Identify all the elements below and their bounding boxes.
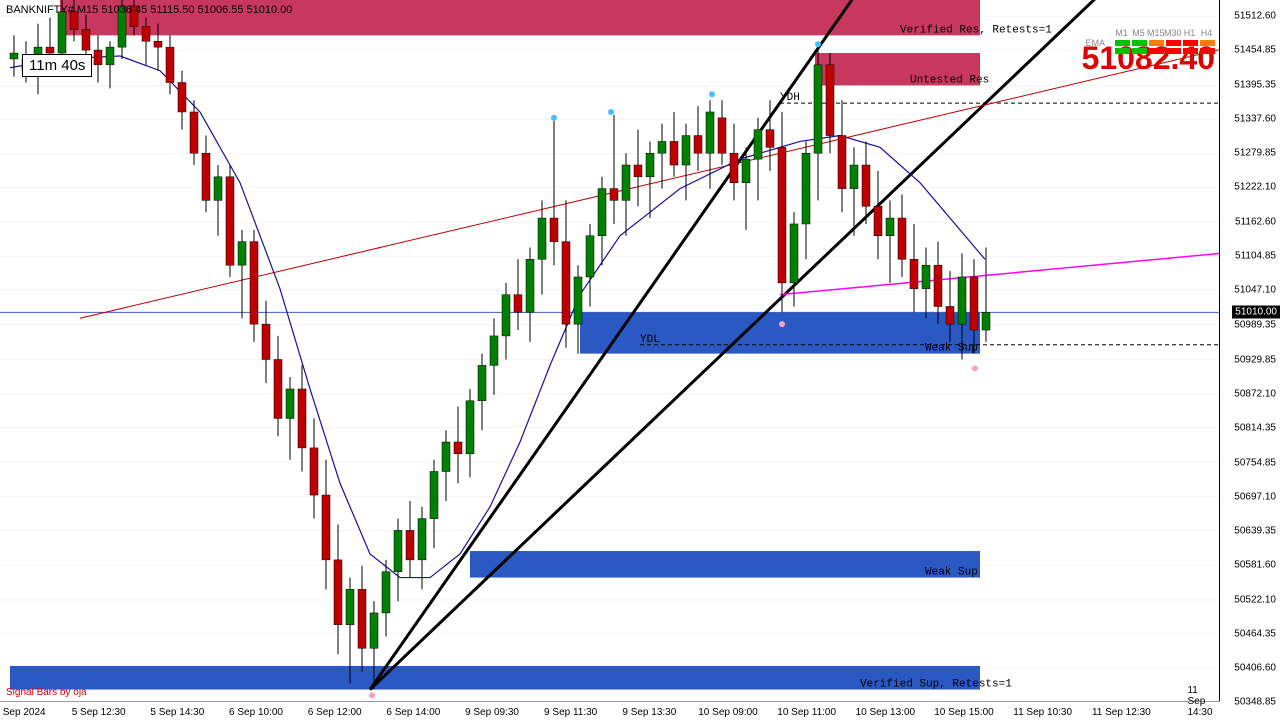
y-axis: 51512.6051454.8551395.3551337.6051279.85… bbox=[1219, 0, 1280, 720]
chart-container[interactable]: { "meta": { "title": "BANKNIFTY#,M15 510… bbox=[0, 0, 1280, 720]
x-axis: 5 Sep 20245 Sep 12:305 Sep 14:306 Sep 10… bbox=[0, 701, 1220, 720]
price-chart[interactable]: Verified Res, Retests=1 Untested Res Weak … bbox=[0, 0, 1220, 702]
svg-text:Verified Sup, Retests=1: Verified Sup, Retests=1 bbox=[860, 679, 1012, 691]
svg-text:Untested Res: Untested Res bbox=[910, 74, 989, 86]
chart-title: BANKNIFTY#,M15 51036.45 51115.50 51006.5… bbox=[6, 4, 292, 16]
svg-text:Verified Res, Retests=1: Verified Res, Retests=1 bbox=[900, 24, 1052, 36]
current-price-box: 51010.00 bbox=[1232, 306, 1280, 319]
countdown-timer: 11m 40s bbox=[22, 54, 92, 77]
svg-text:YDL: YDL bbox=[640, 334, 660, 346]
svg-text:Weak Sup: Weak Sup bbox=[925, 567, 978, 579]
signal-bars-label: Signal Bars by oja bbox=[6, 687, 87, 698]
